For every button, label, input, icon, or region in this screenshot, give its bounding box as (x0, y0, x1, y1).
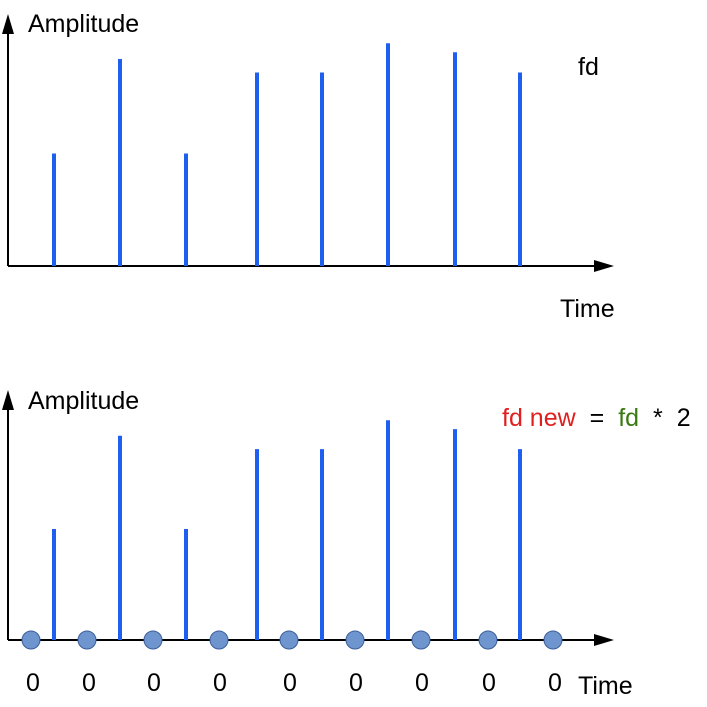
top-samples (52, 43, 522, 266)
top-y-axis-label: Amplitude (28, 10, 139, 38)
bottom-x-axis-label: Time (578, 672, 633, 700)
zero-sample-marker (411, 630, 431, 650)
zero-sample-label: 0 (26, 669, 40, 697)
bottom-samples (52, 420, 522, 640)
zero-sample-marker (478, 630, 498, 650)
bottom-panel: Amplitude Time fd new = fd * 2 0 0 0 0 0 0 0 0 0 (2, 387, 691, 700)
top-y-arrowhead (2, 14, 14, 34)
zero-sample-label: 0 (283, 669, 297, 697)
top-rate-label: fd (578, 53, 599, 81)
bottom-y-axis-label: Amplitude (28, 387, 139, 415)
top-x-arrowhead (594, 260, 614, 272)
zero-sample-marker (77, 630, 97, 650)
formula-lhs: fd new (502, 404, 577, 432)
formula-rhs-var: fd (618, 404, 639, 432)
formula-factor: 2 (677, 404, 691, 432)
zero-sample-label: 0 (213, 669, 227, 697)
formula-equals: = (590, 404, 605, 432)
formula-operator: * (653, 404, 663, 432)
zero-sample-marker (279, 630, 299, 650)
zero-sample-marker (543, 630, 563, 650)
bottom-zero-labels: 0 0 0 0 0 0 0 0 0 (26, 669, 562, 697)
zero-sample-label: 0 (349, 669, 363, 697)
top-panel: Amplitude Time fd (2, 10, 615, 323)
zero-sample-label: 0 (548, 669, 562, 697)
zero-sample-label: 0 (482, 669, 496, 697)
top-x-axis-label: Time (560, 295, 615, 323)
zero-sample-marker (209, 630, 229, 650)
bottom-y-arrowhead (2, 390, 14, 410)
zero-sample-label: 0 (415, 669, 429, 697)
zero-sample-marker (345, 630, 365, 650)
zero-sample-label: 0 (82, 669, 96, 697)
bottom-x-arrowhead (594, 634, 614, 646)
zero-sample-label: 0 (147, 669, 161, 697)
bottom-zero-markers (21, 630, 563, 650)
zero-sample-marker (21, 630, 41, 650)
bottom-formula: fd new = fd * 2 (502, 404, 691, 432)
zero-sample-marker (143, 630, 163, 650)
